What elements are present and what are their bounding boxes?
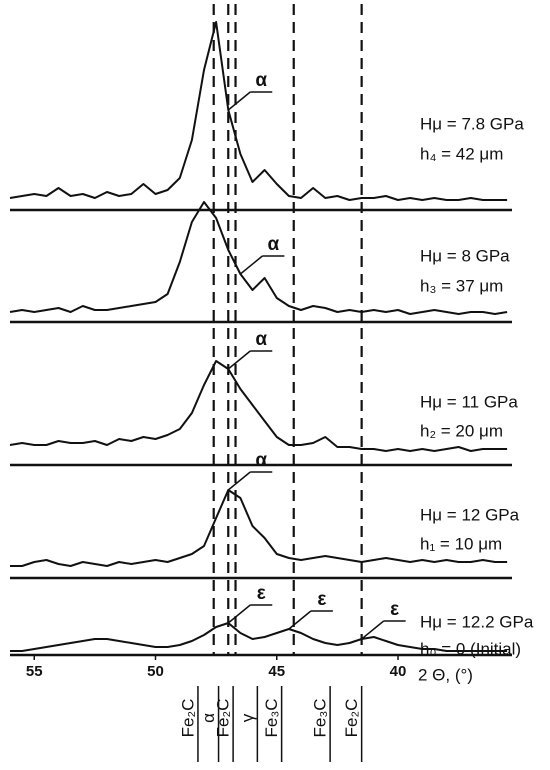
phase-marker-label: Fe₃C — [311, 698, 330, 737]
peak-leader — [227, 91, 251, 111]
x-tick-label: 45 — [268, 663, 285, 680]
phase-marker-label: γ — [238, 713, 257, 722]
peak-leader — [361, 620, 385, 640]
panel-annotation: h₄ = 42 μm — [420, 144, 503, 163]
x-tick-label: 40 — [390, 663, 407, 680]
peak-label: α — [255, 329, 267, 350]
phase-marker-label: Fe₃C — [262, 698, 281, 737]
peak-label: α — [268, 234, 280, 255]
x-axis-label: 2 Θ, (°) — [418, 665, 473, 684]
panel-annotation: Hμ = 11 GPa — [420, 392, 518, 411]
x-tick-label: 50 — [147, 663, 164, 680]
xrd-trace — [10, 489, 508, 567]
peak-leader — [288, 610, 312, 630]
phase-marker-label: Fe₂C — [178, 699, 197, 738]
xrd-trace — [9, 21, 508, 201]
xrd-trace — [9, 201, 508, 315]
peak-leader — [227, 350, 251, 370]
panel-annotation: Hμ = 12.2 GPa — [420, 612, 534, 631]
peak-leader — [239, 255, 263, 275]
peak-label: α — [255, 70, 267, 91]
peak-leader — [227, 604, 251, 624]
x-tick-label: 55 — [26, 663, 43, 680]
peak-label: ε — [317, 589, 326, 610]
panel-annotation: h₁ = 10 μm — [420, 534, 502, 553]
phase-marker-label: α — [199, 713, 218, 723]
panel-annotation: Hμ = 12 GPa — [420, 505, 520, 524]
panel-annotation: h₂ = 20 μm — [420, 421, 503, 440]
peak-leader — [227, 471, 251, 491]
panel-annotation: h₀ = 0 (Initial) — [420, 639, 521, 658]
phase-marker-label: Fe₂C — [214, 699, 233, 738]
panel-annotation: Hμ = 8 GPa — [420, 246, 510, 265]
peak-label: ε — [257, 583, 266, 604]
phase-marker-label: Fe₂C — [342, 699, 361, 738]
peak-label: α — [255, 450, 267, 471]
panel-annotation: h₃ = 37 μm — [420, 276, 503, 295]
xrd-trace — [10, 622, 508, 652]
peak-label: ε — [390, 599, 399, 620]
panel-annotation: Hμ = 7.8 GPa — [420, 114, 524, 133]
xrd-trace — [9, 360, 508, 452]
